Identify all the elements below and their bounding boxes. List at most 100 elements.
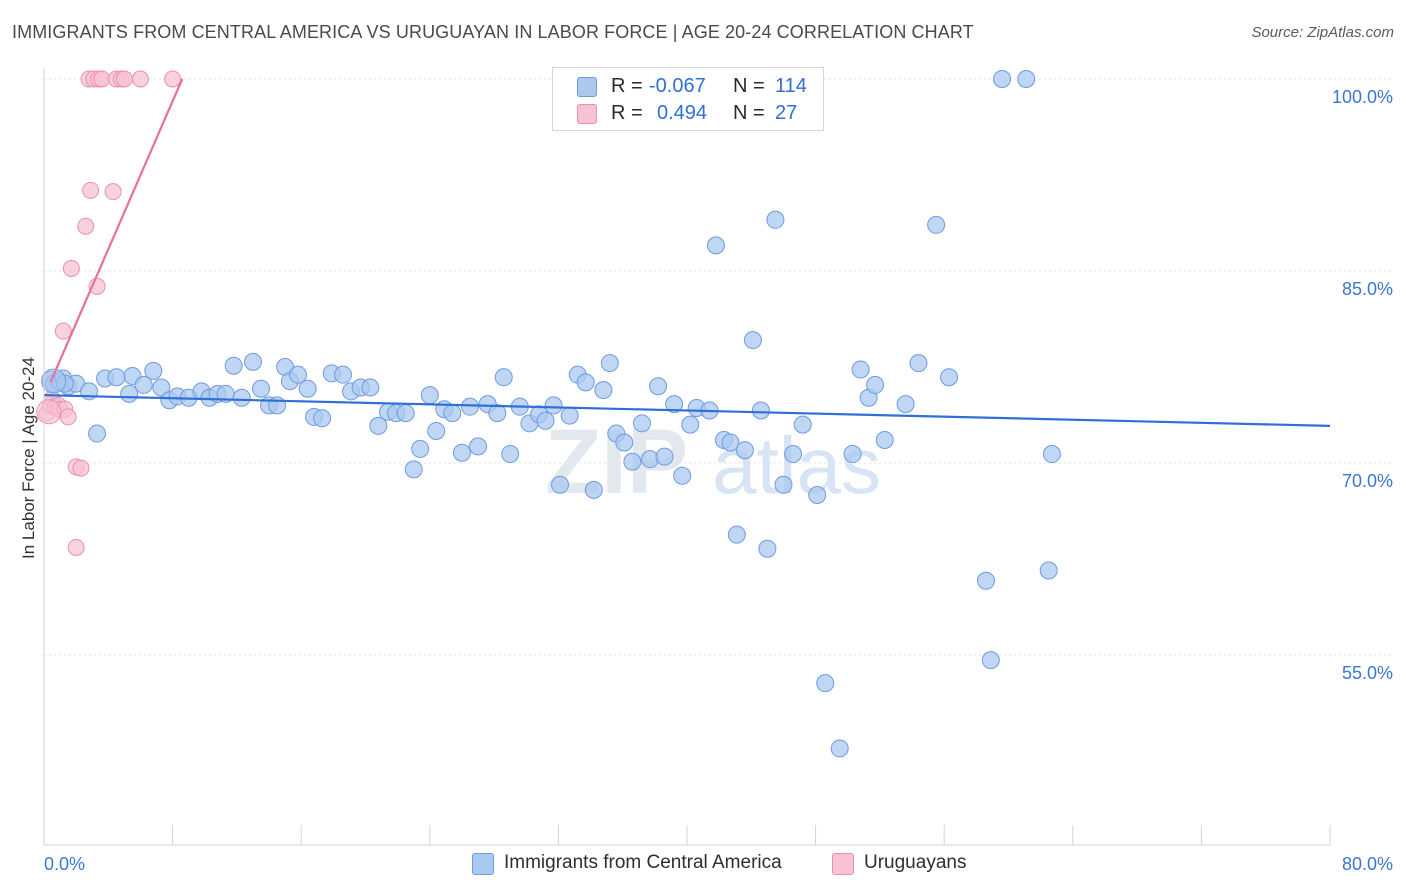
uruguayan-point	[36, 399, 62, 425]
central-america-point	[41, 368, 67, 394]
legend-r-label: R =	[611, 102, 643, 124]
central-america-point	[793, 415, 812, 434]
central-america-point	[600, 354, 619, 373]
central-america-point	[940, 368, 959, 387]
axes: 55.0% 70.0% 85.0% 100.0% 0.0% 80.0% In Labor F…	[19, 68, 1393, 874]
series-label-uruguayans: Uruguayans	[864, 852, 967, 873]
central-america-point	[875, 430, 894, 449]
legend-r-value: -0.067	[649, 75, 706, 97]
central-america-point	[268, 396, 287, 415]
central-america-point	[134, 375, 153, 394]
central-america-point	[152, 378, 171, 397]
central-america-point	[488, 404, 507, 423]
central-america-point	[615, 433, 634, 452]
central-america-point	[584, 480, 603, 499]
uruguayan-point	[115, 70, 133, 88]
uruguayan-point	[62, 259, 80, 277]
central-america-point	[120, 384, 139, 403]
central-america-points	[41, 70, 1061, 758]
y-tick-label: 70.0%	[1342, 471, 1393, 491]
central-america-point	[369, 416, 388, 435]
central-america-point	[665, 395, 684, 414]
central-america-point	[232, 388, 251, 407]
correlation-legend: R = -0.067 N = 114 R = 0.494 N = 27	[552, 67, 824, 131]
central-america-point	[313, 409, 332, 428]
uruguayans-points	[36, 70, 182, 556]
uruguayan-point	[72, 459, 90, 477]
central-america-point	[224, 356, 243, 375]
central-america-point	[623, 452, 642, 471]
central-america-point	[632, 414, 651, 433]
central-america-point	[536, 411, 555, 430]
central-america-point	[243, 352, 262, 371]
central-america-point	[830, 739, 849, 758]
central-america-point	[560, 406, 579, 425]
central-america-point	[751, 401, 770, 420]
trend-lines	[43, 78, 1331, 427]
uruguayan-point	[67, 538, 85, 556]
central-america-point	[896, 395, 915, 414]
central-america-point	[909, 354, 928, 373]
central-america-point	[288, 365, 307, 384]
legend-n-value: 114	[775, 75, 807, 97]
x-tick-label-max: 80.0%	[1342, 854, 1393, 874]
central-america-trend-line	[43, 394, 1331, 427]
series-swatch-blue	[472, 853, 494, 875]
legend-n-label: N =	[733, 75, 765, 97]
central-america-point	[866, 375, 885, 394]
source-credit: Source: ZipAtlas.com	[1251, 24, 1394, 41]
central-america-point	[411, 439, 430, 458]
central-america-point	[655, 447, 674, 466]
central-america-point	[494, 368, 513, 387]
uruguayan-trend-line	[49, 78, 184, 383]
central-america-point	[420, 386, 439, 405]
central-america-point	[649, 377, 668, 396]
central-america-point	[784, 445, 803, 464]
central-america-point	[851, 360, 870, 379]
central-america-point	[743, 331, 762, 350]
central-america-point	[460, 397, 479, 416]
central-america-point	[774, 475, 793, 494]
central-america-point	[681, 415, 700, 434]
legend-swatch-pink	[577, 104, 597, 124]
central-america-point	[469, 437, 488, 456]
uruguayan-point	[82, 181, 100, 199]
central-america-point	[427, 422, 446, 440]
uruguayan-point	[131, 70, 149, 88]
central-america-point	[673, 466, 692, 485]
central-america-point	[758, 539, 777, 558]
central-america-point	[298, 379, 317, 398]
central-america-point	[594, 381, 613, 400]
y-axis-title: In Labor Force | Age 20-24	[19, 357, 38, 559]
x-tick-label-min: 0.0%	[44, 854, 85, 874]
central-america-point	[721, 433, 740, 452]
uruguayan-point	[164, 70, 182, 88]
legend-swatch-blue	[577, 77, 597, 97]
central-america-point	[443, 404, 462, 423]
series-label-central-america: Immigrants from Central America	[504, 852, 782, 873]
central-america-point	[808, 486, 827, 504]
central-america-point	[1042, 445, 1061, 464]
central-america-point	[361, 378, 380, 397]
central-america-point	[551, 475, 570, 494]
legend-n-label: N =	[733, 102, 765, 124]
central-america-point	[766, 210, 785, 229]
y-tick-label: 85.0%	[1342, 279, 1393, 299]
central-america-point	[396, 404, 415, 423]
central-america-point	[88, 424, 107, 443]
central-america-point	[735, 441, 754, 460]
central-america-point	[727, 525, 746, 544]
central-america-point	[706, 236, 725, 255]
central-america-point	[144, 361, 163, 380]
series-swatch-pink	[832, 853, 854, 875]
central-america-point	[452, 443, 471, 462]
legend-n-value: 27	[775, 102, 798, 124]
central-america-point	[333, 365, 352, 384]
central-america-point	[576, 373, 595, 392]
central-america-point	[404, 460, 423, 479]
central-america-point	[976, 571, 995, 590]
uruguayan-point	[59, 408, 77, 426]
central-america-point	[816, 674, 835, 693]
central-america-point	[993, 70, 1012, 88]
